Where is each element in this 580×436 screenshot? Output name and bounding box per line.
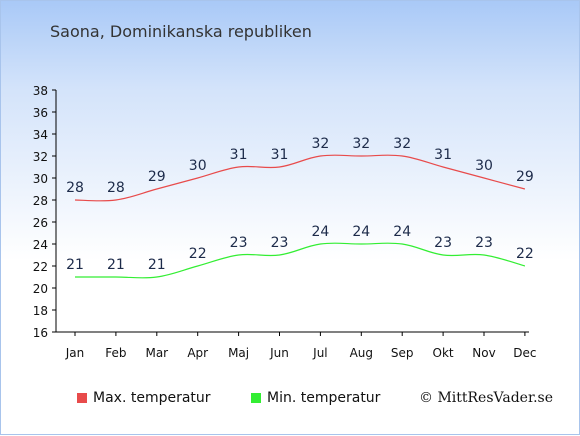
x-tick-label: Maj	[228, 346, 249, 360]
min-temp-label: 21	[148, 257, 166, 273]
min-temp-label: 24	[352, 224, 370, 240]
y-tick-label: 26	[33, 216, 48, 230]
min-temp-label: 22	[516, 246, 534, 262]
x-tick-label: Okt	[433, 346, 454, 360]
legend-max-swatch	[77, 393, 87, 403]
min-temp-label: 21	[107, 257, 125, 273]
min-temp-label: 24	[393, 224, 411, 240]
min-temp-label: 21	[66, 257, 84, 273]
max-temp-label: 32	[393, 136, 411, 152]
y-tick-label: 24	[33, 238, 48, 252]
x-tick-label: Sep	[391, 346, 414, 360]
x-tick-label: Aug	[350, 346, 373, 360]
max-temp-label: 29	[516, 169, 534, 185]
x-tick-label: Jun	[269, 346, 289, 360]
legend-max: Max. temperatur	[77, 390, 211, 406]
x-tick-label: Apr	[187, 346, 208, 360]
y-tick-label: 34	[33, 128, 48, 142]
y-tick-label: 30	[33, 172, 48, 186]
x-tick-label: Nov	[472, 346, 495, 360]
x-tick-label: Mar	[145, 346, 168, 360]
y-tick-label: 32	[33, 150, 48, 164]
chart-title: Saona, Dominikanska republiken	[50, 22, 312, 41]
y-tick-label: 16	[33, 326, 48, 340]
y-tick-label: 38	[33, 84, 48, 98]
copyright-text: © MittResVader.se	[419, 390, 554, 406]
max-temp-label: 30	[475, 158, 493, 174]
max-temp-label: 32	[352, 136, 370, 152]
max-temp-label: 28	[107, 180, 125, 196]
y-tick-label: 22	[33, 260, 48, 274]
y-tick-label: 36	[33, 106, 48, 120]
min-temp-label: 23	[475, 235, 493, 251]
x-tick-label: Jul	[312, 346, 327, 360]
x-tick-label: Dec	[513, 346, 536, 360]
min-temp-label: 23	[434, 235, 452, 251]
max-temp-label: 30	[189, 158, 207, 174]
max-temp-line	[74, 154, 526, 202]
max-temp-label: 32	[311, 136, 329, 152]
max-temp-label: 28	[66, 180, 84, 196]
max-temp-label: 31	[230, 147, 248, 163]
max-temp-label: 29	[148, 169, 166, 185]
max-temp-label: 31	[271, 147, 289, 163]
legend-max-label: Max. temperatur	[93, 390, 211, 406]
legend-min-label: Min. temperatur	[267, 390, 381, 406]
legend-min-swatch	[251, 393, 261, 403]
y-tick-label: 18	[33, 304, 48, 318]
y-tick-label: 20	[33, 282, 48, 296]
y-tick-label: 28	[33, 194, 48, 208]
min-temp-label: 22	[189, 246, 207, 262]
max-temp-label: 31	[434, 147, 452, 163]
legend-min: Min. temperatur	[251, 390, 380, 406]
x-tick-label: Feb	[105, 346, 126, 360]
min-temp-label: 23	[271, 235, 289, 251]
min-temp-label: 24	[311, 224, 329, 240]
min-temp-label: 23	[230, 235, 248, 251]
x-tick-label: Jan	[65, 346, 85, 360]
min-temp-line	[75, 242, 526, 279]
